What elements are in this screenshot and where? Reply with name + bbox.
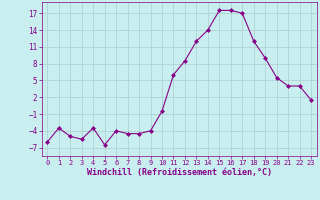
X-axis label: Windchill (Refroidissement éolien,°C): Windchill (Refroidissement éolien,°C): [87, 168, 272, 177]
